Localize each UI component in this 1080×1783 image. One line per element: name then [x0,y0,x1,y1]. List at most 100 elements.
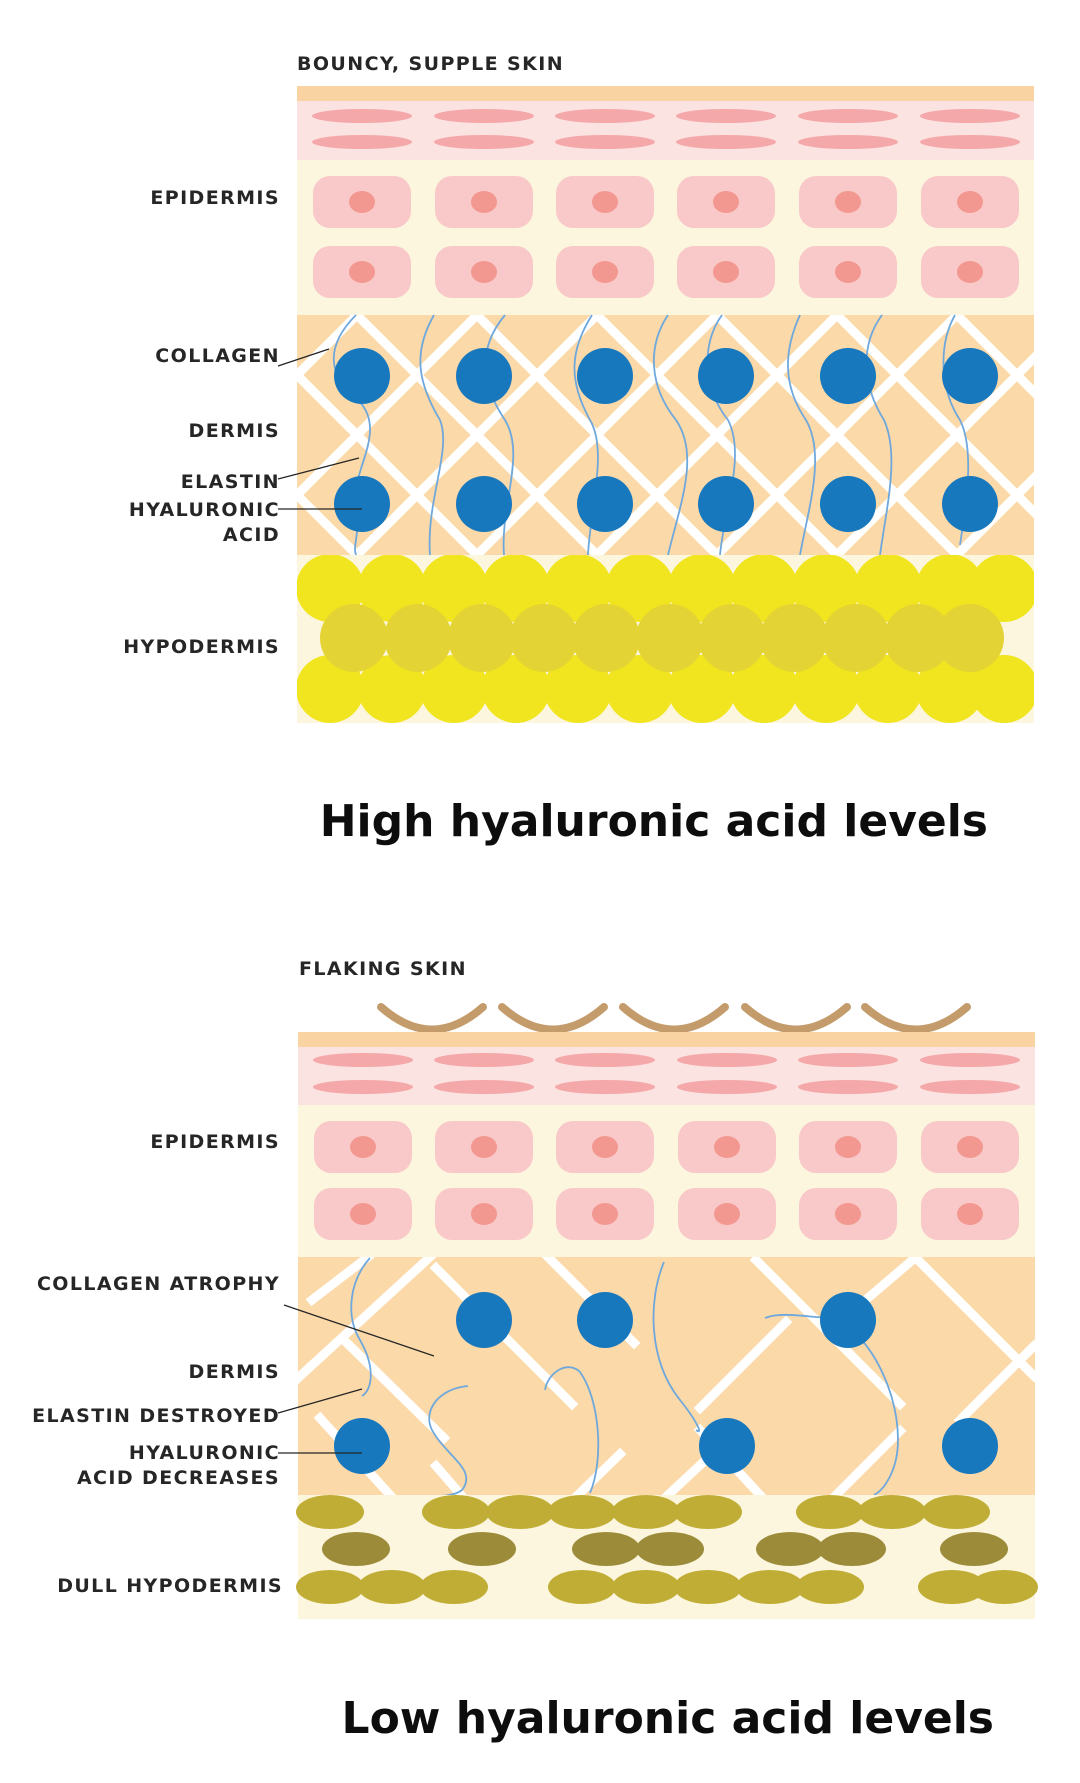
stratum-cell [555,1080,655,1094]
fat-cell [320,604,388,672]
dull-fat-cell [674,1495,742,1529]
stratum-cell [677,1080,777,1094]
hyaluronic-acid-molecule [334,348,390,404]
dull-fat-cell [448,1532,516,1566]
fat-cell [482,655,550,723]
collagen-fiber [590,315,844,555]
fat-cell [384,604,452,672]
fat-cell [668,655,736,723]
panel-low-header: FLAKING SKIN [299,958,467,980]
collagen-fiber [830,351,1034,555]
cell-nucleus [957,261,983,283]
leader-line-collagen [283,1304,435,1357]
cell-nucleus [835,1136,861,1158]
collagen-fiber [350,315,604,555]
collagen-fiber [950,315,1034,399]
fat-cell [698,604,766,672]
surface-layer [298,1032,1035,1047]
label-dermis: DERMIS [189,1361,280,1383]
label-epidermis: EPIDERMIS [150,1131,280,1153]
skin-flakes [377,1003,971,1034]
label-hyaluronic-line1: HYALURONIC [129,1442,280,1464]
cell-nucleus [835,191,861,213]
fat-cell [854,655,922,723]
fat-cell [544,655,612,723]
stratum-cell [920,1080,1020,1094]
dull-fat-cell [612,1570,680,1604]
elastin-fragment [652,1261,701,1433]
stratum-cell [920,1053,1020,1067]
fat-cell [420,555,488,622]
dull-fat-cell [970,1570,1038,1604]
stratum-cell [434,135,534,149]
stratum-cell [555,1053,655,1067]
stratum-cell [313,1080,413,1094]
label-epidermis: EPIDERMIS [150,187,280,209]
dull-fat-cell [818,1532,886,1566]
fat-cell [884,604,952,672]
collagen-fragment [298,1257,437,1385]
label-hypodermis: HYPODERMIS [123,636,280,658]
collagen-fiber [710,315,964,555]
collagen-fiber [297,315,484,502]
dull-fat-cell [548,1570,616,1604]
stratum-cell [555,109,655,123]
dull-fat-cell [796,1495,864,1529]
cell-nucleus [350,1136,376,1158]
panel-high: BOUNCY, SUPPLE SKIN EPIDERMIS COLLAGEN D… [123,53,1034,847]
collagen-fragment [693,1315,793,1415]
stratum-cell [798,1053,898,1067]
skin-flake [861,1003,971,1034]
fat-cell [297,655,364,723]
label-elastin: ELASTIN [181,471,280,493]
hyaluronic-acid-molecule [334,1418,390,1474]
dull-fat-cell [548,1495,616,1529]
cell-nucleus [471,1136,497,1158]
collagen-fragment [429,1459,467,1495]
dull-fat-cell [486,1495,554,1529]
hyaluronic-acid-molecule [942,348,998,404]
collagen-fiber [470,315,724,555]
fat-cells [297,555,1034,723]
label-dermis: DERMIS [189,420,280,442]
cell-nucleus [713,191,739,213]
dull-fat-cell [796,1570,864,1604]
cell-nucleus [471,1203,497,1225]
dull-fat-cell [736,1570,804,1604]
hyaluronic-acid-molecule [820,1292,876,1348]
dull-fat-cells [296,1495,1038,1604]
leader-line-elastin [277,457,360,480]
fat-cell [448,604,516,672]
dull-fat-cell [296,1570,364,1604]
collagen-fragment [341,1337,451,1445]
dull-fat-cell [922,1495,990,1529]
fat-cell [936,604,1004,672]
stratum-cell [434,1080,534,1094]
dull-fat-cell [636,1532,704,1566]
collagen-fiber [297,488,364,555]
dull-fat-cell [918,1570,986,1604]
skin-flake [741,1003,851,1034]
stratum-cell [312,109,412,123]
elastin-fiber [787,314,817,556]
panel-high-header: BOUNCY, SUPPLE SKIN [297,53,564,75]
collagen-fragment [953,1339,1035,1427]
label-elastin-destroyed: ELASTIN DESTROYED [32,1405,280,1427]
hyaluronic-acid-molecule [699,1418,755,1474]
dull-fat-cell [358,1570,426,1604]
stratum-cells [313,1053,1020,1094]
stratum-cell [676,109,776,123]
stratum-layer [298,1047,1035,1105]
fat-cell [916,655,984,723]
fat-cell [668,555,736,622]
dermis-layer [298,1257,1035,1495]
leader-line-elastin [277,1388,363,1414]
epidermis-cells [314,1121,1019,1240]
stratum-cell [920,109,1020,123]
elastin-fiber [652,314,689,556]
hyaluronic-acid-molecule [456,476,512,532]
hyaluronic-acid-molecule [334,476,390,532]
cell-nucleus [592,1136,618,1158]
collagen-fragment [305,1257,375,1307]
cell-nucleus [349,261,375,283]
